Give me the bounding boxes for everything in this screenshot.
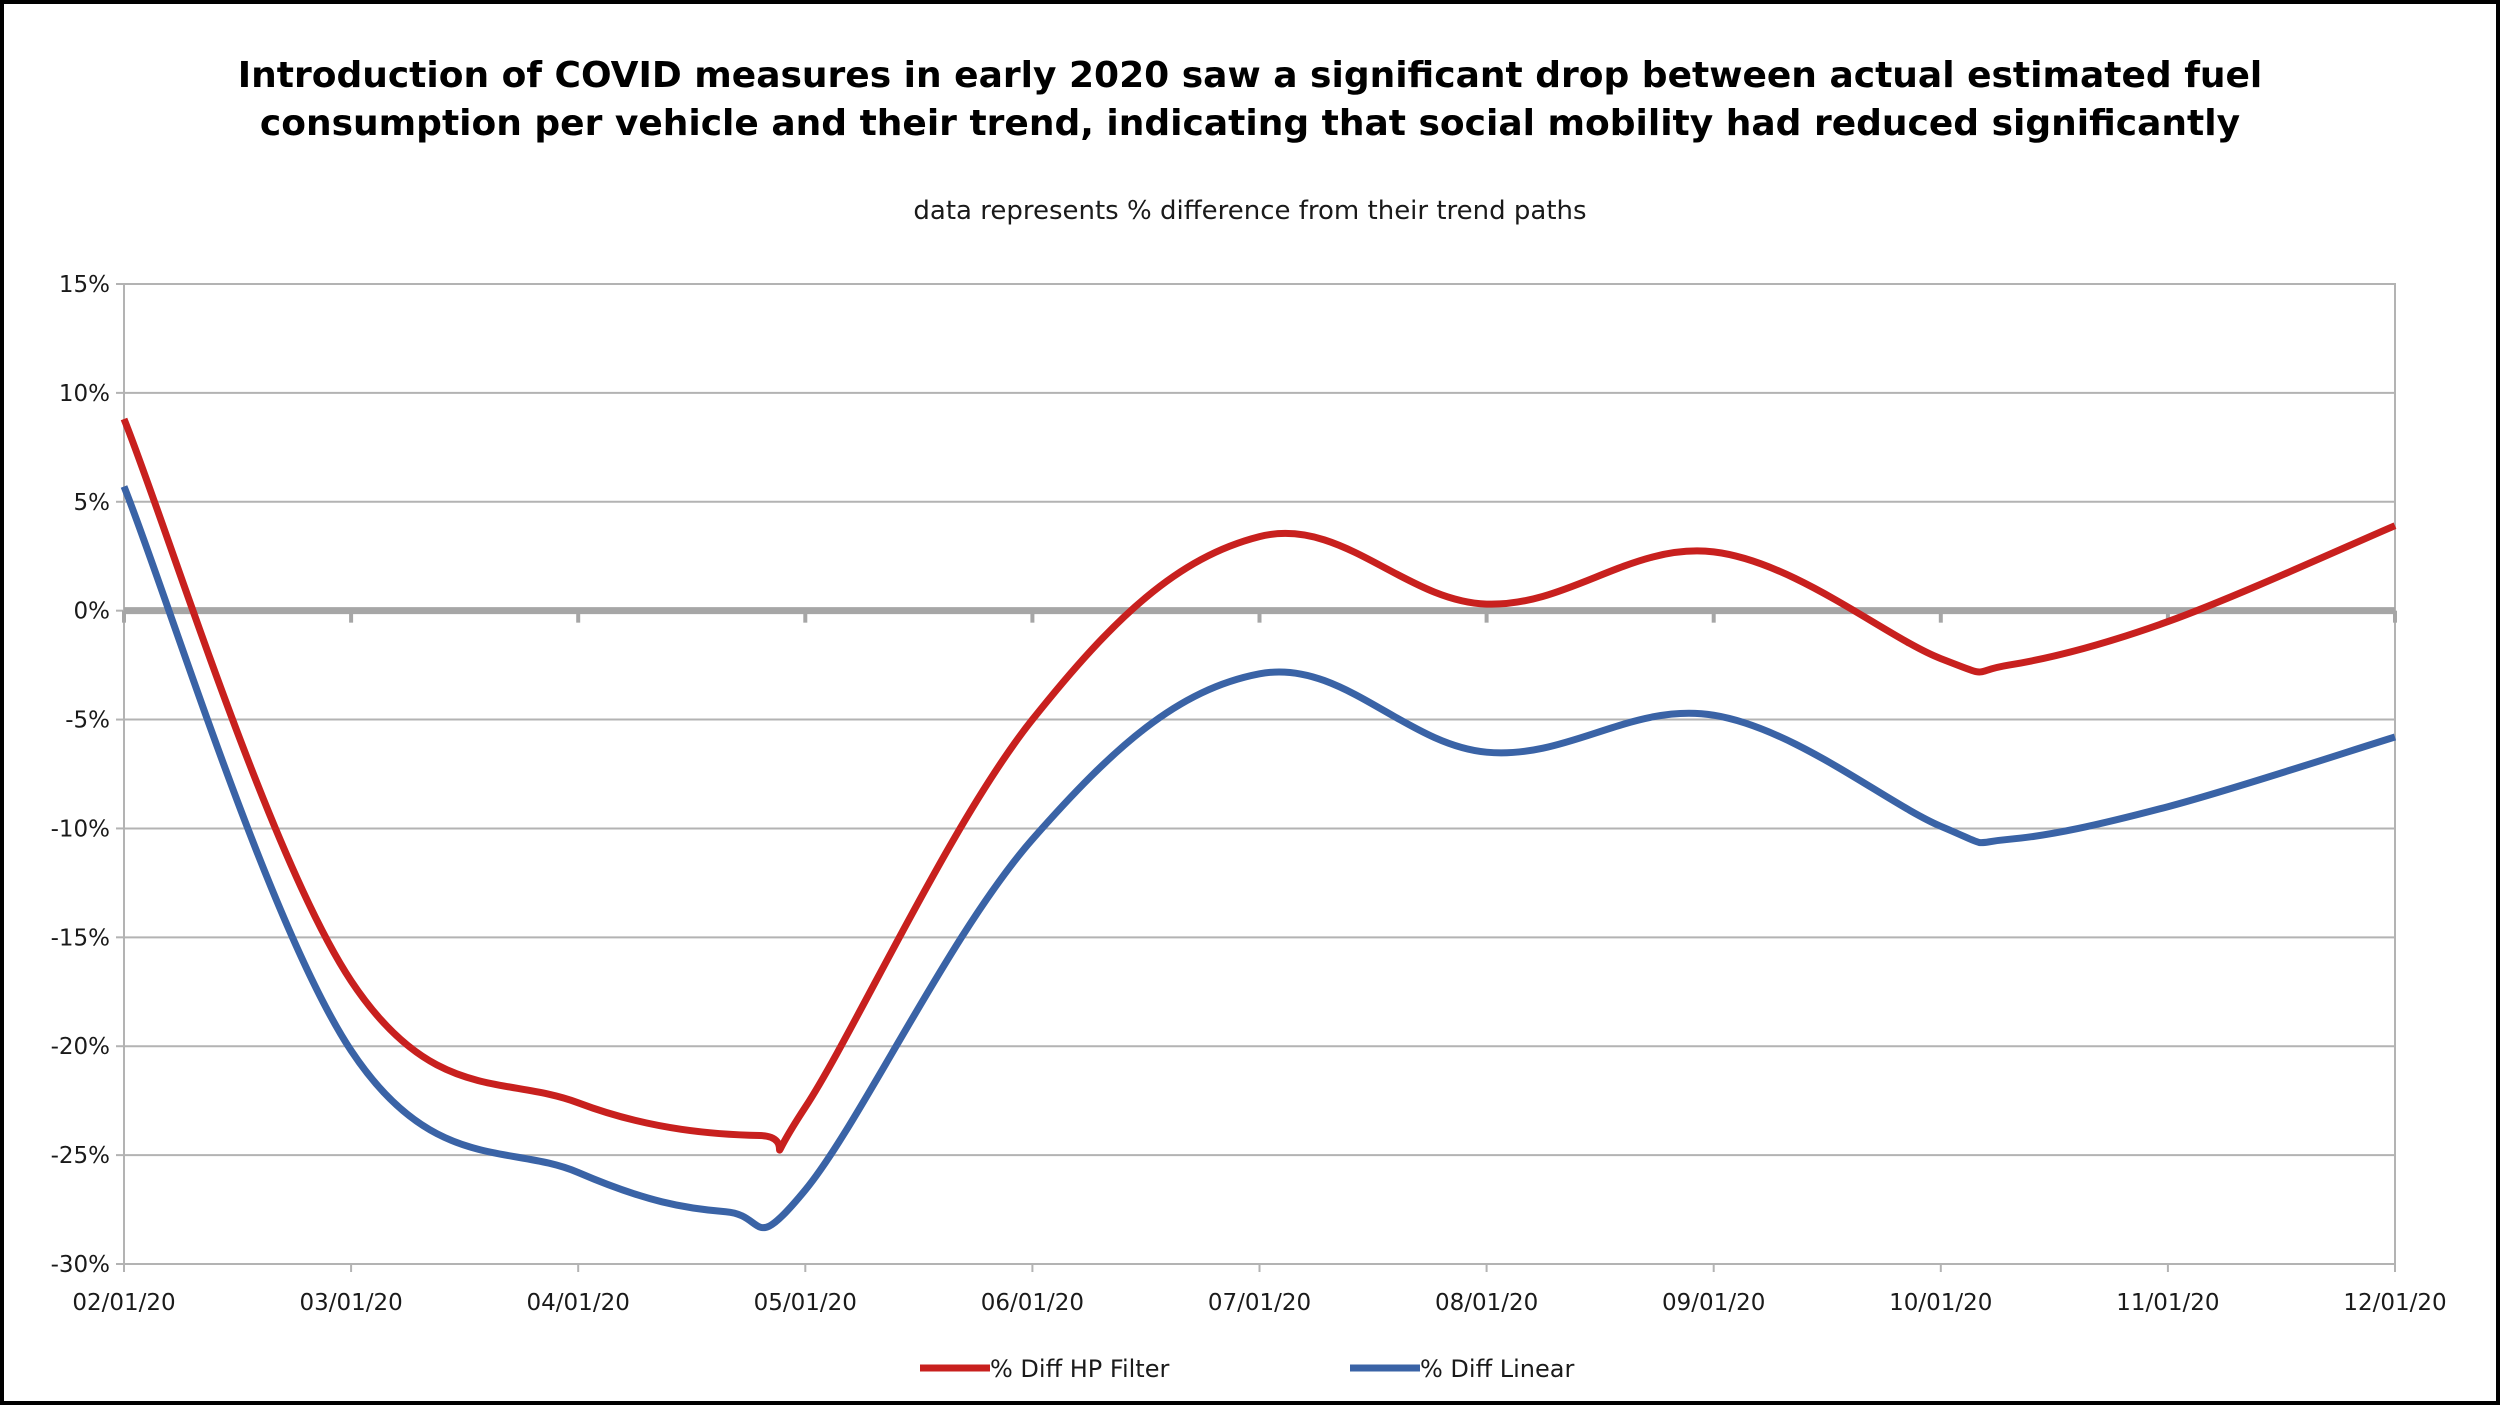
x-tick-label: 10/01/20 bbox=[1889, 1290, 1992, 1316]
series-lines bbox=[120, 417, 2397, 1232]
x-tick-label: 12/01/20 bbox=[2343, 1290, 2446, 1316]
x-tick-label: 08/01/20 bbox=[1435, 1290, 1538, 1316]
x-tick-label: 07/01/20 bbox=[1208, 1290, 1311, 1316]
chart-subtitle: data represents % difference from their … bbox=[913, 196, 1587, 226]
chart-title-line-2: consumption per vehicle and their trend,… bbox=[259, 103, 2241, 144]
legend-label-diff-hp-filter: % Diff HP Filter bbox=[990, 1355, 1169, 1383]
y-tick-label: 10% bbox=[59, 381, 110, 407]
plot-area-border bbox=[123, 283, 2396, 1265]
series-line-diff-linear bbox=[120, 485, 2397, 1232]
legend-label-diff-linear: % Diff Linear bbox=[1420, 1355, 1574, 1383]
y-tick-label: 0% bbox=[74, 599, 111, 625]
x-tick-label: 06/01/20 bbox=[981, 1290, 1084, 1316]
grid-lines bbox=[123, 283, 2396, 1265]
y-tick-label: -30% bbox=[51, 1252, 110, 1278]
legend: % Diff HP Filter % Diff Linear bbox=[920, 1355, 1574, 1383]
x-tick-label: 11/01/20 bbox=[2116, 1290, 2219, 1316]
y-tick-label: 5% bbox=[74, 490, 111, 516]
axes bbox=[116, 283, 2397, 1272]
series-line-diff-hp-filter bbox=[120, 417, 2397, 1154]
tick-labels: 15% 10% 5% 0% -5% -10% -15% -20% -25% -30% 02/01/2… bbox=[51, 272, 2447, 1316]
y-tick-label: -15% bbox=[51, 925, 110, 951]
x-tick-label: 05/01/20 bbox=[754, 1290, 857, 1316]
x-tick-label: 03/01/20 bbox=[299, 1290, 402, 1316]
chart-title: Introduction of COVID measures in early … bbox=[100, 52, 2400, 148]
y-tick-label: -5% bbox=[65, 708, 110, 734]
x-tick-label: 09/01/20 bbox=[1662, 1290, 1765, 1316]
chart-title-line-1: Introduction of COVID measures in early … bbox=[237, 55, 2263, 96]
y-tick-label: -20% bbox=[51, 1034, 110, 1060]
y-tick-label: -10% bbox=[51, 816, 110, 842]
y-tick-label: -25% bbox=[51, 1143, 110, 1169]
x-tick-label: 02/01/20 bbox=[72, 1290, 175, 1316]
x-tick-label: 04/01/20 bbox=[527, 1290, 630, 1316]
y-tick-label: 15% bbox=[59, 272, 110, 298]
